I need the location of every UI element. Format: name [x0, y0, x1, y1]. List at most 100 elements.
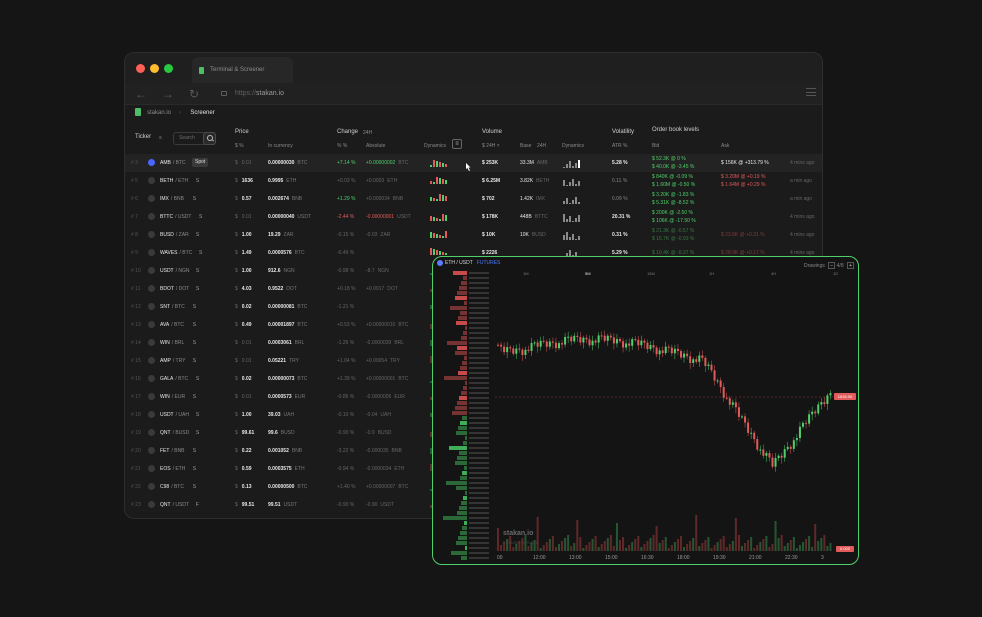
market-badge: S	[195, 178, 200, 184]
table-row[interactable]: # 3 AMB / BTC Spot $0.01 0.00000030 BTC +7.14 %…	[125, 154, 822, 172]
dynamics-filter-icon[interactable]: ≡	[452, 139, 462, 149]
ticker-pair[interactable]: QNT / BUSD	[160, 424, 189, 442]
timeframe-tab[interactable]: 4H	[771, 271, 777, 276]
volume-bar	[509, 536, 512, 551]
incur-value: 0.0000576	[268, 250, 292, 256]
ticker-pair[interactable]: BTTC / USDT	[160, 208, 191, 226]
table-row[interactable]: # 6 IMX / BNB S $0.57 0.002674 BNB +1.29 % +0.00…	[125, 190, 822, 208]
ticker-pair[interactable]: EOS / ETH	[160, 460, 185, 478]
atr-value: 0.09 %	[612, 196, 628, 202]
ticker-pair[interactable]: AMB / BTC	[160, 154, 186, 172]
price-level-line	[469, 292, 489, 294]
timeframe-tab[interactable]: 1D	[833, 271, 839, 276]
ticker-pair[interactable]: SNT / BTC	[160, 298, 185, 316]
volume-unit-toggle[interactable]: $ 24H ×	[482, 143, 500, 149]
maximize-window-button[interactable]	[164, 64, 173, 73]
sparkline-bar	[563, 180, 565, 186]
order-book-ladder[interactable]	[435, 271, 495, 564]
ticker-quote: / BTC	[172, 304, 185, 310]
abs-quote: BTC	[398, 484, 409, 490]
timeframe-tab[interactable]: 1M	[523, 271, 529, 276]
bid-depth-bar	[461, 501, 467, 505]
volume-bar	[515, 544, 518, 551]
price-level-line	[469, 332, 489, 334]
bid-depth-bar	[465, 546, 467, 550]
table-row[interactable]: # 15 AMP / TRY S $0.01 0.05221 TRY +1.04 % +0.00…	[125, 352, 822, 370]
table-row[interactable]: # 12 SNT / BTC S $0.02 0.00000081 BTC -1.21 %	[125, 298, 822, 316]
sort-icon[interactable]: ≡	[159, 135, 162, 141]
volume-bar	[798, 545, 801, 551]
back-arrow-icon[interactable]: ←	[135, 87, 147, 101]
volume-usd: $ 6.25M	[482, 178, 501, 184]
ticker-header[interactable]: Ticker	[135, 134, 152, 140]
timeframe-tab[interactable]: 1H	[709, 271, 715, 276]
candle-body	[744, 416, 747, 423]
ticker-pair[interactable]: BUSD / ZAR	[160, 226, 189, 244]
minimize-window-button[interactable]	[150, 64, 159, 73]
ticker-base: QNT	[160, 502, 171, 508]
volume-bar	[512, 547, 515, 551]
ticker-pair[interactable]: AVA / BTC	[160, 316, 184, 334]
table-row[interactable]: # 8 BUSD / ZAR S $1.00 19.29 ZAR -0.15 % -0.03 ZA…	[125, 226, 822, 244]
price-level-line	[469, 537, 489, 539]
change-period[interactable]: 24H	[363, 130, 373, 136]
forward-arrow-icon[interactable]: →	[162, 87, 174, 101]
market-badge: S	[192, 394, 197, 400]
table-row[interactable]: # 7 BTTC / USDT S $0.01 0.00000040 USDT -2.44 %…	[125, 208, 822, 226]
volume-dynamics-sparkline	[563, 214, 580, 222]
table-row[interactable]: # 20 FET / BNB S $0.22 0.001052 BNB -3.22 % -0.0…	[125, 442, 822, 460]
search-icon[interactable]	[203, 132, 216, 145]
ticker-pair[interactable]: IMX / BNB	[160, 190, 184, 208]
ticker-pair[interactable]: USDT / NGN	[160, 262, 190, 280]
ask-depth-bar	[447, 341, 467, 345]
candle-body	[777, 455, 780, 459]
ticker-pair[interactable]: WAVES / BTC	[160, 244, 192, 262]
sparkline-bar	[430, 248, 432, 255]
sparkline-bar	[433, 182, 435, 184]
change-unit-toggle[interactable]: % %	[337, 143, 348, 149]
candle-body	[820, 402, 823, 405]
candlestick-chart[interactable]	[495, 279, 855, 554]
ticker-pair[interactable]: USDT / UAH	[160, 406, 189, 424]
breadcrumb-site[interactable]: stakan.io	[147, 110, 172, 116]
zoom-in-button[interactable]: +	[847, 262, 854, 269]
ticker-pair[interactable]: AMP / TRY	[160, 352, 185, 370]
candle-body	[634, 339, 637, 341]
volume-bar	[826, 546, 829, 551]
chart-watermark-sub: ETH/USDT FUTURES	[503, 541, 538, 545]
timeframe-tab[interactable]: 15M	[647, 271, 655, 276]
volume-bar	[536, 517, 539, 551]
base-quote: BUSD	[531, 232, 546, 238]
ticker-pair[interactable]: QNT / USDT	[160, 496, 189, 514]
ticker-pair[interactable]: WIN / EUR	[160, 388, 185, 406]
close-window-button[interactable]	[136, 64, 145, 73]
atr-header[interactable]: ATR %	[612, 143, 628, 149]
market-badge: S	[199, 250, 203, 256]
reload-icon[interactable]: ↻	[189, 87, 200, 101]
table-row[interactable]: # 5 BETH / ETH S $1636 0.9995 ETH +0.03 % +0.000…	[125, 172, 822, 190]
url-field[interactable]: https://stakan.io	[215, 86, 790, 102]
price-level-line	[469, 447, 489, 449]
ticker-pair[interactable]: BETH / ETH	[160, 172, 188, 190]
bid-depth-bar	[462, 471, 467, 475]
chart-market[interactable]: FUTURES	[476, 260, 501, 266]
table-row[interactable]: # 9 WAVES / BTC S $1.49 0.0000576 BTC -0.49 % $ …	[125, 244, 822, 262]
volume-bar	[573, 543, 576, 551]
ticker-pair[interactable]: GALA / BTC	[160, 370, 188, 388]
price-unit-toggle[interactable]: $ %	[235, 143, 244, 149]
drawings-button[interactable]: Drawings	[804, 263, 825, 269]
dollar-sign: $	[235, 484, 238, 490]
ticker-pair[interactable]: C98/ BTC	[160, 478, 184, 496]
market-badge: S	[192, 466, 197, 472]
ticker-pair[interactable]: BDOT / DOT	[160, 280, 189, 298]
ticker-pair[interactable]: FET / BNB	[160, 442, 185, 460]
volume-bar	[625, 548, 628, 551]
base-period[interactable]: 24H	[537, 143, 547, 149]
ticker-pair[interactable]: WIN / BRL	[160, 334, 184, 352]
browser-menu-icon[interactable]	[806, 88, 816, 96]
chart-symbol[interactable]: ETH / USDT	[445, 260, 473, 266]
browser-tab[interactable]: Terminal & Screener	[192, 57, 293, 83]
table-row[interactable]: # 10 USDT / NGN S $1.00 912.6 NGN -0.98 % -8.7 NG…	[125, 262, 822, 280]
zoom-out-button[interactable]: −	[828, 262, 836, 269]
timeframe-tab[interactable]: 5M	[585, 271, 591, 276]
